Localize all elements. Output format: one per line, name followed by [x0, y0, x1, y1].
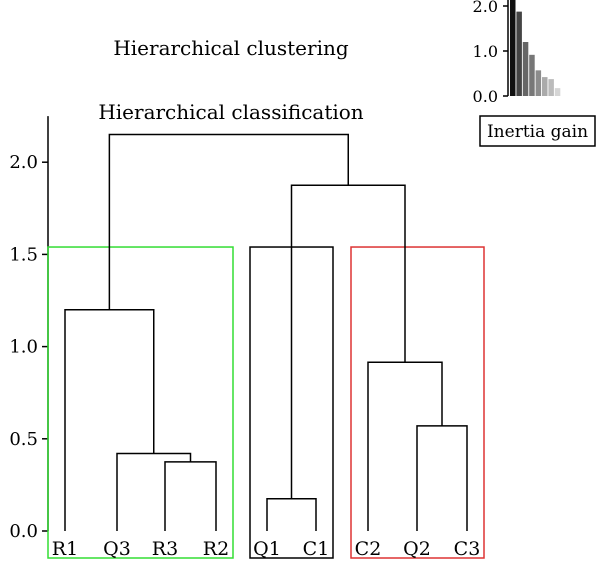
inset-bar-7 [548, 79, 554, 96]
link-m2 [116, 452, 192, 531]
leaf-label-R2: R2 [203, 538, 229, 560]
inset-bar-1 [510, 0, 516, 96]
cluster-boxes [47, 246, 485, 559]
leaf-label-Q1: Q1 [253, 538, 281, 560]
chart-subtitle: Hierarchical classification [98, 100, 363, 124]
leaf-label-R3: R3 [152, 538, 178, 560]
leaf-label-Q2: Q2 [403, 538, 431, 560]
y-tick-label-4: 2.0 [9, 152, 38, 173]
inset-legend-box [479, 115, 596, 147]
link-m3 [64, 308, 155, 531]
inertia-inset: 0.0 1.0 2.0 Inertia gain [473, 0, 596, 147]
y-tick-label-0: 0.0 [9, 521, 38, 542]
link-m8 [108, 133, 349, 310]
y-tick-label-2: 1.0 [9, 337, 38, 358]
cluster-box-3 [350, 246, 485, 559]
link-m7 [290, 184, 406, 499]
inset-bar-8 [554, 88, 561, 96]
link-m5 [416, 425, 468, 531]
link-m1 [164, 461, 217, 531]
leaf-label-C2: C2 [355, 538, 382, 560]
leaf-label-C3: C3 [454, 538, 481, 560]
inset-bar-2 [516, 11, 522, 96]
inset-bar-3 [522, 42, 529, 96]
inset-bar-5 [535, 70, 542, 96]
inset-y-tick-label-0: 0.0 [473, 87, 498, 106]
inset-bar-6 [542, 77, 548, 96]
y-tick-label-1: 0.5 [9, 429, 38, 450]
link-m6 [367, 361, 443, 531]
chart-title: Hierarchical clustering [113, 36, 349, 60]
leaf-labels: R1 Q3 R3 R2 Q1 C1 C2 Q2 C3 [52, 538, 481, 560]
y-tick-label-3: 1.5 [9, 244, 38, 265]
dendrogram-links [64, 133, 468, 531]
leaf-label-R1: R1 [52, 538, 78, 560]
inset-legend-label: Inertia gain [487, 122, 588, 142]
inset-y-tick-label-2: 2.0 [473, 0, 498, 16]
inset-y-tick-label-1: 1.0 [473, 42, 498, 61]
leaf-label-C1: C1 [303, 538, 330, 560]
cluster-box-1 [47, 246, 234, 559]
inset-bar-4 [529, 54, 535, 96]
link-m4 [266, 497, 317, 531]
leaf-label-Q3: Q3 [103, 538, 131, 560]
y-axis: 0.0 0.5 1.0 1.5 2.0 [9, 116, 49, 542]
